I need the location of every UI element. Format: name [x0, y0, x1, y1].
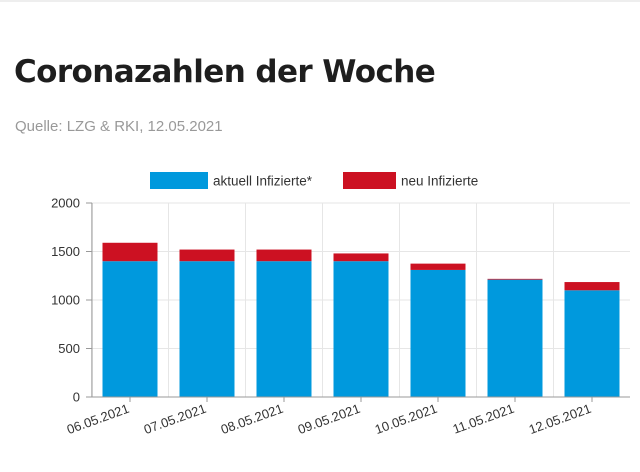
legend-label-neu: neu Infizierte: [401, 174, 478, 189]
bar-neu-09.05.2021[interactable]: [333, 253, 389, 262]
x-tick-label: 11.05.2021: [451, 401, 516, 437]
bar-aktuell-12.05.2021[interactable]: [564, 290, 620, 397]
x-tick-label: 06.05.2021: [65, 401, 131, 437]
legend[interactable]: aktuell Infizierte* neu Infizierte: [150, 172, 478, 189]
x-tick-label: 09.05.2021: [296, 401, 362, 437]
bar-neu-06.05.2021[interactable]: [102, 242, 158, 262]
x-axis-ticks: 06.05.2021 07.05.2021 08.05.2021 09.05.2021…: [65, 397, 593, 437]
legend-item-neu[interactable]: neu Infizierte: [343, 172, 478, 189]
legend-item-aktuell[interactable]: aktuell Infizierte*: [150, 172, 313, 189]
bar-aktuell-09.05.2021[interactable]: [333, 261, 389, 397]
y-tick-label: 1500: [51, 244, 80, 259]
x-tick-label: 07.05.2021: [142, 401, 208, 437]
x-tick-label: 10.05.2021: [373, 401, 439, 437]
bar-aktuell-07.05.2021[interactable]: [179, 261, 235, 397]
y-tick-label: 2000: [51, 196, 80, 211]
legend-label-aktuell: aktuell Infizierte*: [213, 174, 313, 189]
chart-source: Quelle: LZG & RKI, 12.05.2021: [15, 118, 223, 135]
x-tick-label: 08.05.2021: [219, 401, 285, 437]
y-tick-label: 0: [73, 390, 80, 405]
legend-swatch-neu: [343, 172, 396, 189]
chart-title: Coronazahlen der Woche: [14, 54, 436, 90]
bar-neu-08.05.2021[interactable]: [256, 249, 312, 262]
legend-swatch-aktuell: [150, 172, 208, 189]
bars: [102, 242, 620, 397]
x-tick-label: 12.05.2021: [527, 401, 593, 437]
top-divider: [0, 0, 640, 2]
bar-aktuell-08.05.2021[interactable]: [256, 261, 312, 397]
bar-aktuell-10.05.2021[interactable]: [410, 269, 466, 397]
y-tick-label: 1000: [51, 293, 80, 308]
y-tick-label: 500: [58, 341, 80, 356]
bar-neu-07.05.2021[interactable]: [179, 249, 235, 262]
bar-aktuell-11.05.2021[interactable]: [487, 279, 543, 397]
bar-neu-12.05.2021[interactable]: [564, 282, 620, 291]
y-axis-ticks: 0 500 1000 1500 2000: [51, 196, 92, 405]
bar-neu-10.05.2021[interactable]: [410, 263, 466, 270]
bar-aktuell-06.05.2021[interactable]: [102, 261, 158, 397]
bar-neu-11.05.2021[interactable]: [487, 278, 543, 280]
